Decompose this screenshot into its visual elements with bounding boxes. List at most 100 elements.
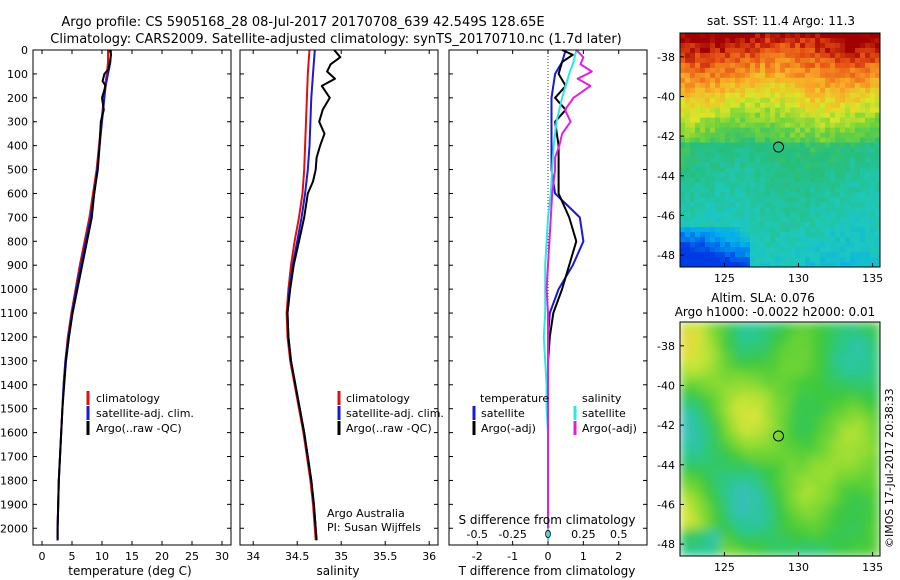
sla-cell xyxy=(686,542,694,550)
sla-cell xyxy=(760,549,768,556)
sla-cell xyxy=(820,482,828,490)
sst-cell xyxy=(725,202,731,208)
sst-cell xyxy=(790,92,796,99)
sst-cell xyxy=(685,207,691,213)
sst-cell xyxy=(690,142,696,148)
sla-cell xyxy=(700,355,708,363)
sst-cell xyxy=(870,247,876,253)
sst-cell xyxy=(770,177,776,183)
sst-cell xyxy=(765,42,771,49)
timestamp-stamp: ©IMOS 17-Jul-2017 20:38:33 xyxy=(883,388,896,548)
sst-cell xyxy=(760,172,766,178)
sst-cell xyxy=(815,97,821,104)
sla-cell xyxy=(693,428,701,437)
sst-cell xyxy=(710,197,716,203)
sla-cell xyxy=(706,515,714,524)
sst-cell xyxy=(750,137,756,143)
sla-cell xyxy=(806,529,814,537)
sst-cell xyxy=(835,72,841,79)
sla-cell xyxy=(813,509,821,517)
sst-cell xyxy=(700,177,706,183)
sst-cell xyxy=(750,107,756,114)
sla-cell xyxy=(873,435,880,443)
sst-cell xyxy=(840,37,846,44)
sla-cell xyxy=(873,549,880,556)
sst-cell xyxy=(835,252,841,258)
sla-cell xyxy=(806,355,814,363)
sla-cell xyxy=(800,382,808,390)
sst-cell xyxy=(780,167,786,173)
y-tick-label: 800 xyxy=(7,235,28,248)
sst-cell xyxy=(700,262,706,267)
sst-cell xyxy=(725,87,731,94)
sst-cell xyxy=(740,117,746,124)
sst-cell xyxy=(775,152,781,158)
sst-cell xyxy=(695,157,701,163)
sla-cell xyxy=(746,342,754,350)
sst-cell xyxy=(740,62,746,69)
sst-cell xyxy=(795,192,801,198)
sla-cell xyxy=(706,535,714,544)
sst-cell xyxy=(855,237,861,243)
sst-cell xyxy=(825,142,831,148)
sst-cell xyxy=(775,242,781,248)
sst-cell xyxy=(855,217,861,223)
sst-cell xyxy=(750,252,756,258)
sla-cell xyxy=(686,462,694,470)
sst-cell xyxy=(750,33,756,39)
sst-cell xyxy=(855,182,861,188)
sla-cell xyxy=(720,442,728,450)
sst-cell xyxy=(695,197,701,203)
sla-cell xyxy=(820,335,828,343)
legend-label: satellite xyxy=(481,407,525,420)
sst-cell xyxy=(860,247,866,253)
sla-cell xyxy=(873,515,880,524)
sst-cell xyxy=(785,67,791,74)
sla-cell xyxy=(866,342,874,350)
sst-cell xyxy=(785,177,791,183)
sst-cell xyxy=(680,82,686,89)
sst-cell xyxy=(800,177,806,183)
sst-cell xyxy=(735,82,741,89)
sst-cell xyxy=(685,172,691,178)
sla-cell xyxy=(700,455,708,463)
sst-cell xyxy=(870,232,876,238)
sst-cell xyxy=(815,102,821,109)
x-tick-label: 35.5 xyxy=(373,550,398,563)
sla-cell xyxy=(866,422,874,430)
sla-cell xyxy=(693,462,701,470)
sst-cell xyxy=(720,157,726,163)
sst-cell xyxy=(725,77,731,84)
sla-cell xyxy=(833,549,841,556)
sst-cell xyxy=(695,147,701,153)
sst-cell xyxy=(860,157,866,163)
sst-cell xyxy=(690,97,696,104)
sst-cell xyxy=(770,197,776,203)
sst-cell xyxy=(755,122,761,128)
sst-cell xyxy=(855,227,861,233)
sst-cell xyxy=(815,197,821,203)
sla-cell xyxy=(866,529,874,537)
sst-cell xyxy=(745,92,751,99)
sst-cell xyxy=(810,87,816,94)
sst-cell xyxy=(820,72,826,79)
sst-cell xyxy=(840,217,846,223)
sst-cell xyxy=(735,132,741,138)
sst-cell xyxy=(685,112,691,119)
sla-cell xyxy=(773,375,781,383)
sst-cell xyxy=(790,33,796,39)
sst-cell xyxy=(810,212,816,218)
sla-cell xyxy=(733,422,741,430)
sla-cell xyxy=(693,335,701,343)
sst-cell xyxy=(730,257,736,263)
sla-cell xyxy=(786,535,794,544)
sst-cell xyxy=(805,167,811,173)
sst-cell xyxy=(725,187,731,193)
sst-cell xyxy=(820,177,826,183)
sla-cell xyxy=(786,355,794,363)
sla-cell xyxy=(726,375,734,383)
sst-cell xyxy=(760,77,766,84)
sla-cell xyxy=(766,535,774,544)
sla-cell xyxy=(780,342,788,350)
sla-cell xyxy=(800,489,808,497)
